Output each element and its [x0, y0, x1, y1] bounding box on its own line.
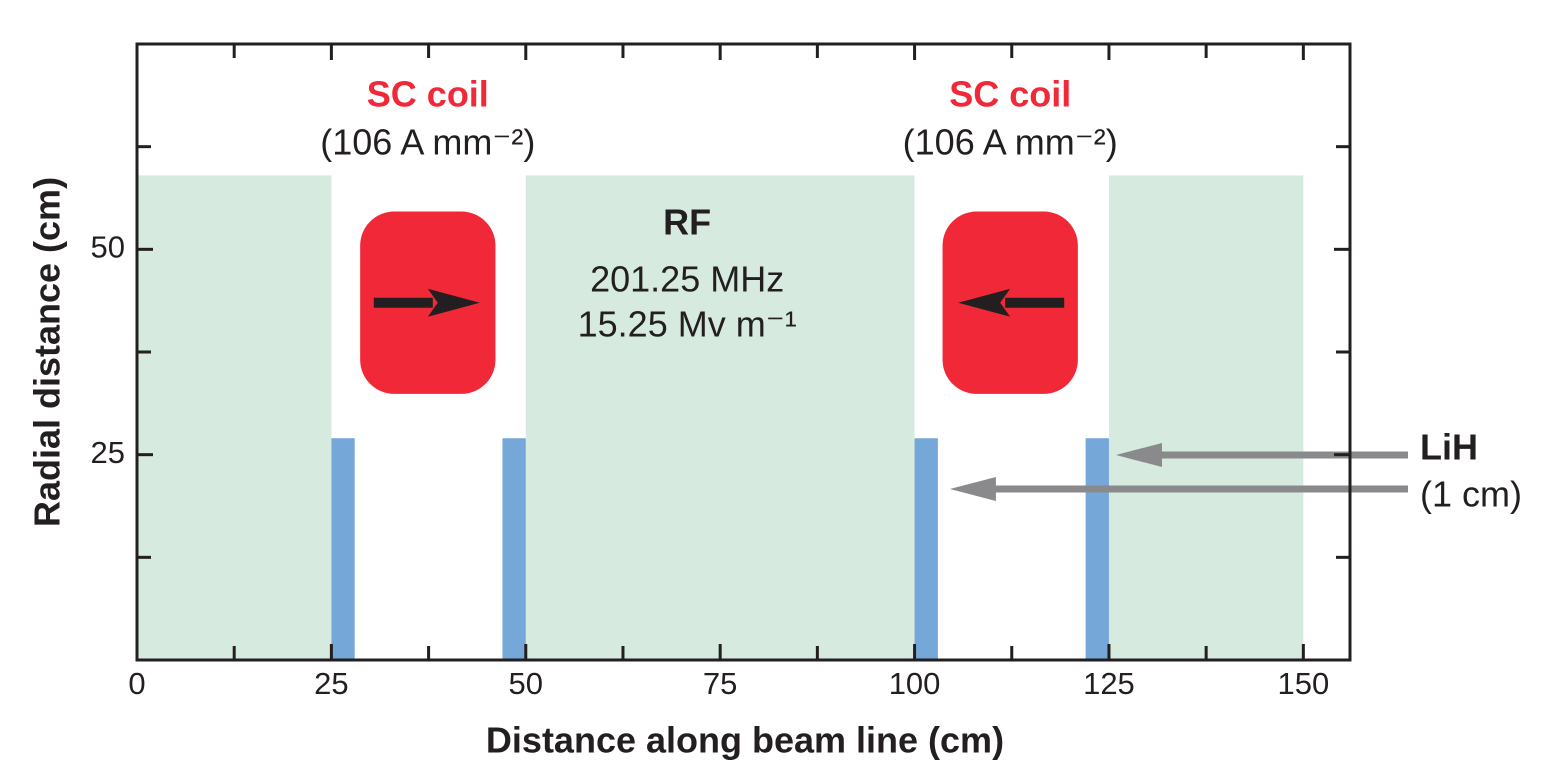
rf-region: [525, 175, 915, 660]
pointer-head: [1115, 443, 1162, 467]
pointer-head: [949, 477, 996, 501]
coil-arrow-head: [427, 288, 480, 317]
y-tick-label: 25: [91, 435, 125, 470]
coil-label: SC coil: [367, 74, 489, 115]
coil-arrow-head: [958, 288, 1011, 317]
y-axis-label: Radial distance (cm): [27, 177, 68, 527]
lih-absorber: [331, 438, 355, 660]
lih-absorber: [914, 438, 938, 660]
x-tick-label: 125: [1083, 666, 1135, 701]
y-tick-label: 50: [91, 230, 125, 265]
x-tick-label: 25: [314, 666, 348, 701]
coil-label: SC coil: [949, 74, 1071, 115]
coil-current: (106 A mm⁻²): [903, 122, 1118, 163]
x-tick-label: 50: [509, 666, 543, 701]
x-axis-label: Distance along beam line (cm): [486, 720, 1004, 761]
coil-current: (106 A mm⁻²): [320, 122, 535, 163]
rf-region: [137, 175, 332, 660]
rf-gradient: 15.25 Mv m⁻¹: [578, 304, 797, 345]
rf-label: RF: [663, 202, 711, 243]
lih-absorber: [1085, 438, 1109, 660]
lih-label: LiH: [1420, 427, 1478, 468]
x-tick-label: 100: [889, 666, 941, 701]
rf-region: [1108, 175, 1304, 660]
x-tick-label: 0: [128, 666, 145, 701]
rf-frequency: 201.25 MHz: [590, 259, 784, 300]
lih-thickness: (1 cm): [1420, 474, 1522, 515]
lih-absorber: [502, 438, 526, 660]
x-tick-label: 75: [703, 666, 737, 701]
x-tick-label: 150: [1277, 666, 1329, 701]
